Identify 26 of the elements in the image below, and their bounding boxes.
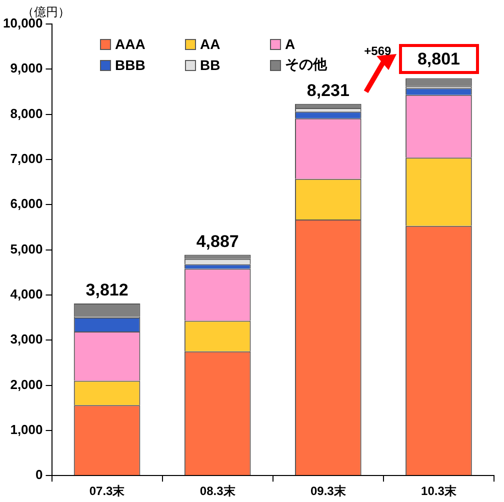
total-label: 8,231 <box>306 81 350 100</box>
y-tick-label: 7,000 <box>10 151 43 166</box>
y-tick-label: 5,000 <box>10 241 43 256</box>
legend-label: BB <box>200 57 220 73</box>
legend-label: AA <box>200 36 220 52</box>
total-label: 8,801 <box>417 49 460 68</box>
y-tick-label: 4,000 <box>10 286 43 302</box>
x-tick-label: 10.3末 <box>421 484 458 498</box>
total-label: 4,887 <box>196 232 239 251</box>
y-tick-label: 9,000 <box>10 60 43 76</box>
x-tick-label: 07.3末 <box>89 484 126 498</box>
y-tick-label: 3,000 <box>10 332 43 347</box>
y-tick-label: 8,000 <box>10 106 43 121</box>
y-tick-label: 1,000 <box>10 422 43 438</box>
legend-label: その他 <box>285 56 327 74</box>
y-tick-label: 0 <box>36 467 43 482</box>
legend-label: AAA <box>115 36 146 52</box>
total-label: 3,812 <box>86 280 128 300</box>
legend-label: A <box>285 36 296 52</box>
y-axis-title: （億円） <box>22 4 70 19</box>
y-tick-label: 6,000 <box>10 196 43 212</box>
x-tick-label: 08.3末 <box>200 484 236 498</box>
y-tick-label: 2,000 <box>10 376 43 392</box>
annotation: +569 <box>364 44 392 58</box>
x-tick-label: 09.3末 <box>310 484 347 498</box>
legend-label: BBB <box>115 57 146 73</box>
